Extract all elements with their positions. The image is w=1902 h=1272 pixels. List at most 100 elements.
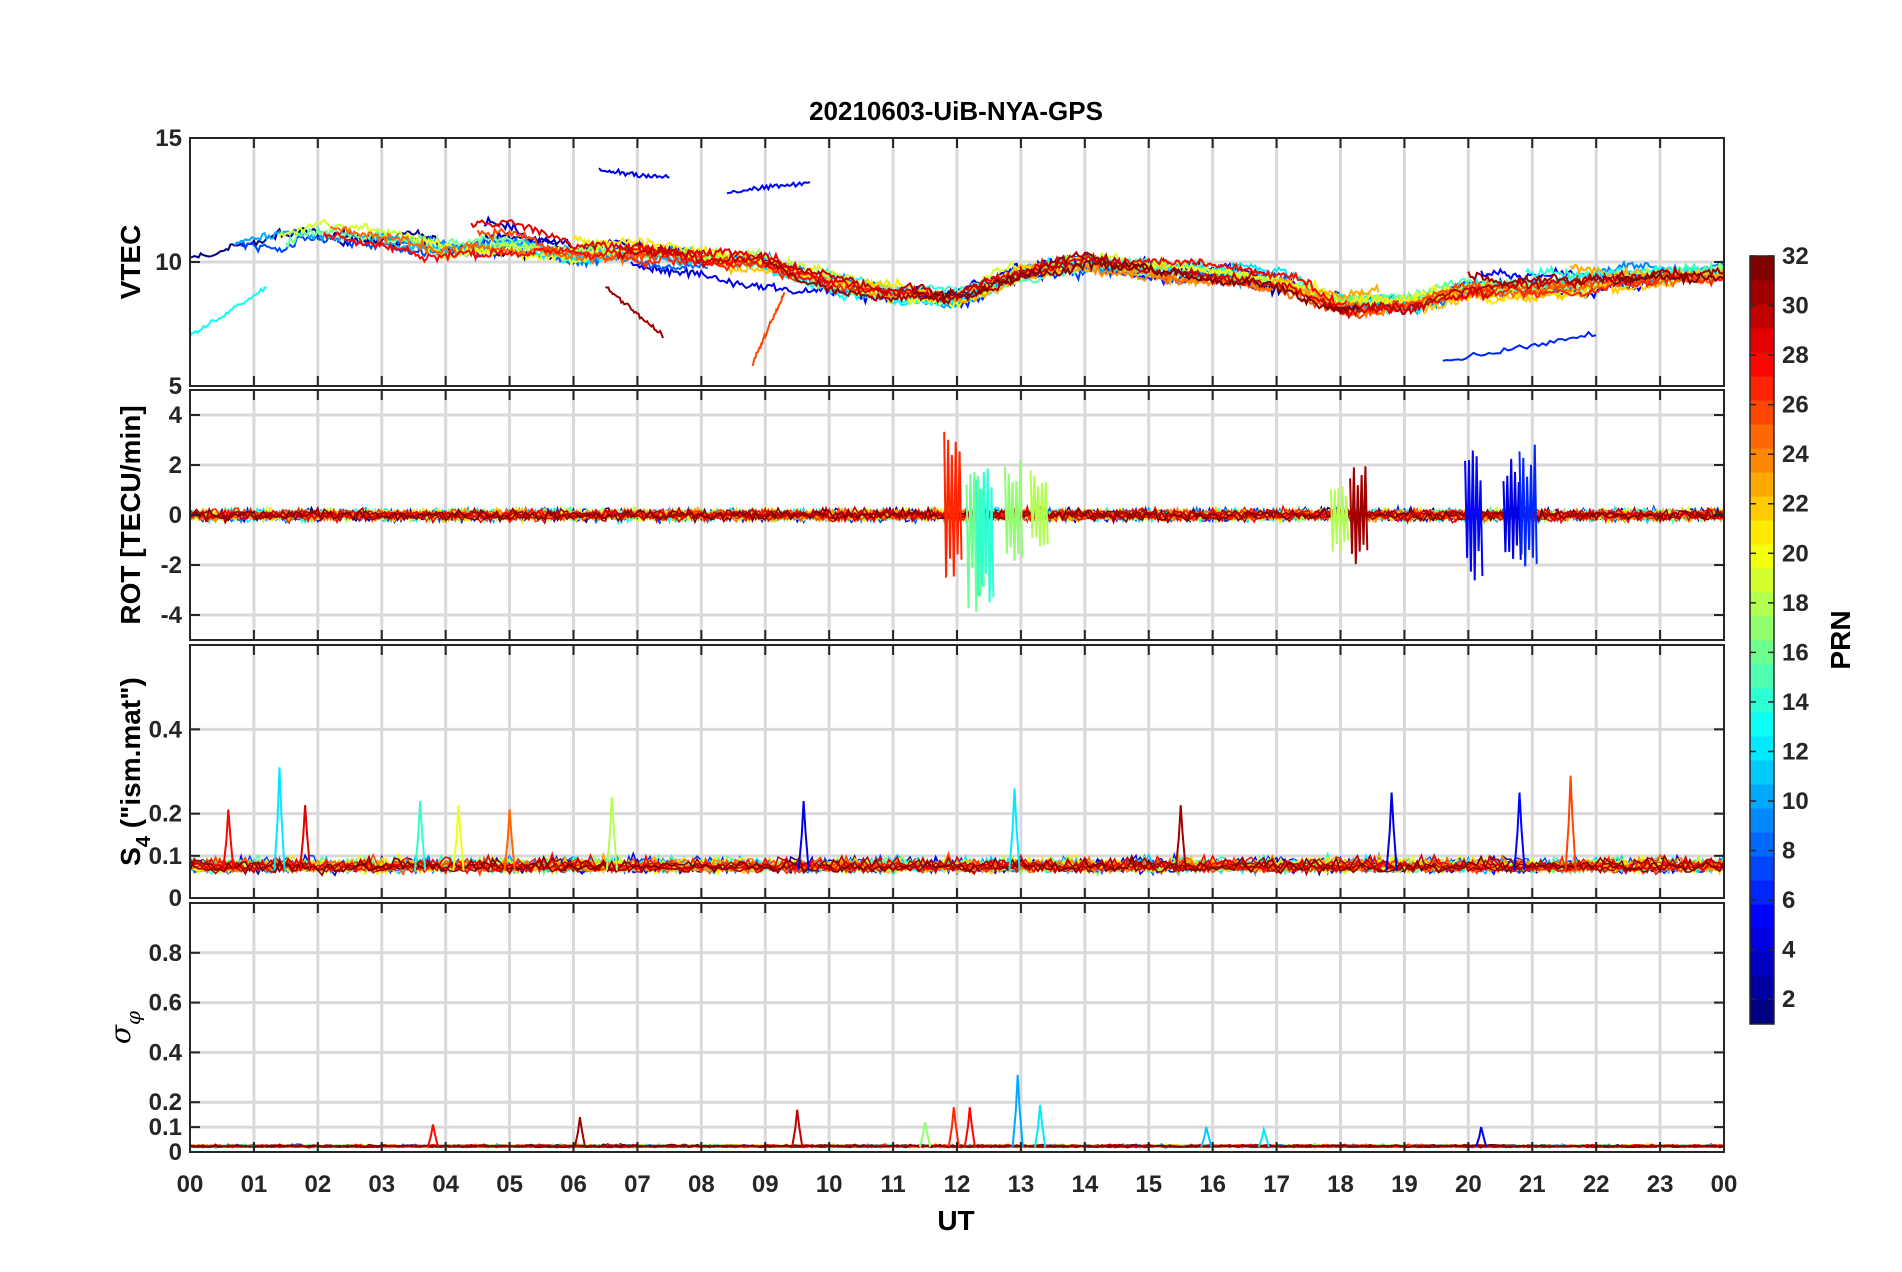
- peak-marker: [1034, 1104, 1047, 1148]
- peak-marker: [414, 800, 427, 871]
- panel-vtec: 5 10 15 VTEC: [115, 125, 1725, 400]
- colorbar-swatch: [1750, 1000, 1774, 1025]
- peak-marker: [1385, 792, 1398, 871]
- x-tick-label: 10: [816, 1171, 843, 1198]
- rot-spike: [1502, 458, 1522, 560]
- y-axis-label: S4 ("ism.mat"): [115, 677, 155, 866]
- series-line-prn-26: [751, 291, 786, 367]
- series-line-prn-29: [1173, 268, 1495, 320]
- colorbar-tick-label: 6: [1782, 887, 1795, 914]
- rot-spike: [943, 431, 963, 578]
- colorbar-swatch: [1750, 592, 1774, 617]
- rot-spike: [1003, 459, 1024, 561]
- series-line-prn-31: [605, 286, 664, 339]
- series-line-prn-29: [190, 853, 1724, 876]
- y-tick-label: 0.6: [149, 990, 182, 1017]
- x-tick-label: 00: [177, 1171, 204, 1198]
- x-tick-label: 06: [560, 1171, 587, 1198]
- x-tick-label: 14: [1071, 1171, 1098, 1198]
- colorbar-swatch: [1750, 808, 1774, 833]
- colorbar-swatch: [1750, 496, 1774, 521]
- y-tick-label: 2: [169, 452, 182, 479]
- y-tick-label: 0.2: [149, 801, 182, 828]
- peak-marker: [947, 1107, 960, 1148]
- colorbar-swatch: [1750, 520, 1774, 545]
- x-tick-label: 11: [880, 1171, 905, 1198]
- colorbar-swatch: [1750, 976, 1774, 1001]
- y-tick-label: -4: [161, 602, 183, 629]
- series-line-prn-28: [323, 231, 837, 288]
- colorbar-tick-label: 2: [1782, 986, 1795, 1013]
- colorbar-tick-label: 24: [1782, 441, 1809, 468]
- y-tick-label: 0: [169, 1139, 182, 1166]
- x-tick-label: 18: [1327, 1171, 1354, 1198]
- colorbar-swatch: [1750, 856, 1774, 881]
- peak-marker: [573, 1116, 586, 1148]
- series-line-prn-5: [726, 181, 811, 195]
- colorbar-swatch: [1750, 352, 1774, 377]
- x-tick-label: 21: [1519, 1171, 1546, 1198]
- colorbar-swatch: [1750, 448, 1774, 473]
- rot-spike: [1029, 469, 1049, 547]
- chart-title: 20210603-UiB-NYA-GPS: [809, 96, 1103, 126]
- x-tick-label: 08: [688, 1171, 715, 1198]
- colorbar-swatch: [1750, 928, 1774, 953]
- data-series-group: [190, 167, 1724, 367]
- y-axis-label: ROT [TECU/min]: [115, 405, 146, 624]
- x-tick-label: 00: [1711, 1171, 1738, 1198]
- x-tick-label: 09: [752, 1171, 779, 1198]
- x-tick-label: 19: [1391, 1171, 1418, 1198]
- rot-spike: [1464, 450, 1484, 581]
- colorbar-swatch: [1750, 688, 1774, 713]
- y-tick-label: 0: [169, 885, 182, 912]
- x-tick-label: 22: [1583, 1171, 1610, 1198]
- series-line-prn-28: [1026, 251, 1348, 307]
- colorbar-tick-label: 30: [1782, 293, 1809, 320]
- colorbar-swatch: [1750, 952, 1774, 977]
- colorbar-tick-label: 20: [1782, 540, 1809, 567]
- y-tick-label: 15: [155, 125, 182, 152]
- y-tick-label: 0.1: [149, 843, 182, 870]
- colorbar-swatch: [1750, 472, 1774, 497]
- panel-s4: 0 0.1 0.2 0.4S4 ("ism.mat"): [115, 644, 1725, 912]
- peak-marker: [797, 800, 810, 871]
- y-tick-label: 5: [169, 373, 182, 400]
- x-tick-label: 23: [1647, 1171, 1674, 1198]
- colorbar-swatch: [1750, 664, 1774, 689]
- colorbar-label: PRN: [1825, 610, 1856, 669]
- colorbar-tick-label: 12: [1782, 738, 1809, 765]
- x-tick-label: 01: [241, 1171, 268, 1198]
- x-tick-label: 02: [304, 1171, 331, 1198]
- colorbar-swatch: [1750, 544, 1774, 569]
- rot-spike: [975, 468, 995, 603]
- colorbar-swatch: [1750, 256, 1774, 281]
- peak-marker: [1257, 1125, 1270, 1148]
- x-tick-label: 16: [1199, 1171, 1226, 1198]
- series-line-prn-26: [476, 226, 798, 282]
- colorbar-swatch: [1750, 328, 1774, 353]
- rot-spike: [1518, 444, 1538, 567]
- peak-marker: [963, 1107, 976, 1148]
- colorbar-swatch: [1750, 784, 1774, 809]
- colorbar-tick-label: 22: [1782, 491, 1809, 518]
- y-tick-label: 4: [169, 402, 183, 429]
- x-tick-label: 03: [368, 1171, 395, 1198]
- colorbar-swatch: [1750, 616, 1774, 641]
- colorbar-swatch: [1750, 280, 1774, 305]
- x-tick-label: 15: [1135, 1171, 1162, 1198]
- data-series-group: [190, 431, 1724, 612]
- y-tick-label: 0.4: [149, 1039, 183, 1066]
- peak-marker: [452, 805, 465, 871]
- y-tick-label: 0.1: [149, 1114, 182, 1141]
- colorbar-frame: [1749, 255, 1775, 1025]
- y-tick-label: 0: [169, 502, 182, 529]
- colorbar-swatch: [1750, 400, 1774, 425]
- peak-marker: [605, 796, 618, 871]
- peak-marker: [222, 809, 235, 871]
- series-line-prn-4: [598, 167, 670, 180]
- peak-marker: [298, 805, 312, 871]
- colorbar-tick-label: 28: [1782, 342, 1809, 369]
- y-axis-label: σφ: [104, 1011, 145, 1044]
- colorbar-tick-label: 18: [1782, 590, 1809, 617]
- series-line-prn-32: [1615, 271, 1724, 286]
